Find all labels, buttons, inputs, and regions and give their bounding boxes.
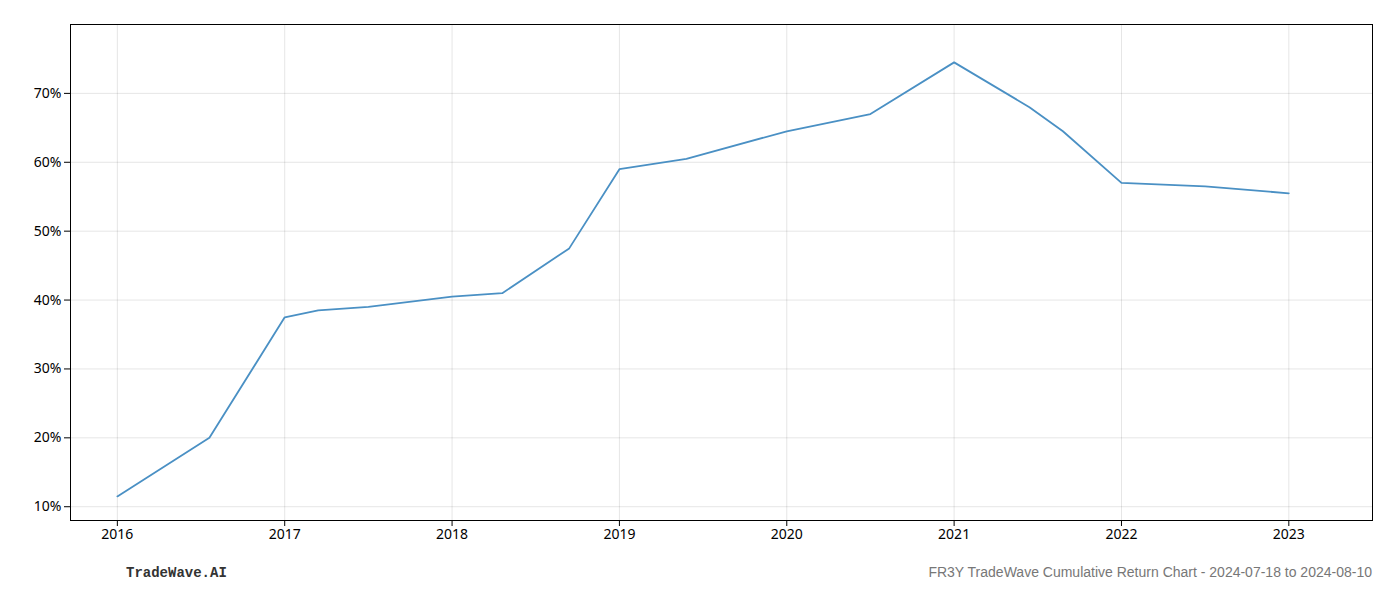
svg-text:50%: 50%	[34, 221, 62, 240]
html-text:TradeWave.AI: TradeWave.AI	[126, 565, 227, 581]
svg-text:2021: 2021	[938, 524, 970, 543]
svg-text:30%: 30%	[34, 358, 62, 377]
svg-text:2016: 2016	[101, 524, 133, 543]
svg-text:20%: 20%	[34, 427, 62, 446]
html-text:FR3Y TradeWave Cumulative Retu: FR3Y TradeWave Cumulative Return Chart -…	[928, 564, 1372, 580]
svg-text:10%: 10%	[34, 496, 62, 515]
svg-text:2017: 2017	[269, 524, 301, 543]
svg-text:2018: 2018	[436, 524, 468, 543]
svg-text:40%: 40%	[34, 290, 62, 309]
svg-text:2019: 2019	[603, 524, 635, 543]
svg-text:70%: 70%	[34, 83, 62, 102]
svg-text:60%: 60%	[34, 152, 62, 171]
svg-text:2022: 2022	[1105, 524, 1137, 543]
svg-text:2023: 2023	[1273, 524, 1305, 543]
svg-text:2020: 2020	[771, 524, 803, 543]
